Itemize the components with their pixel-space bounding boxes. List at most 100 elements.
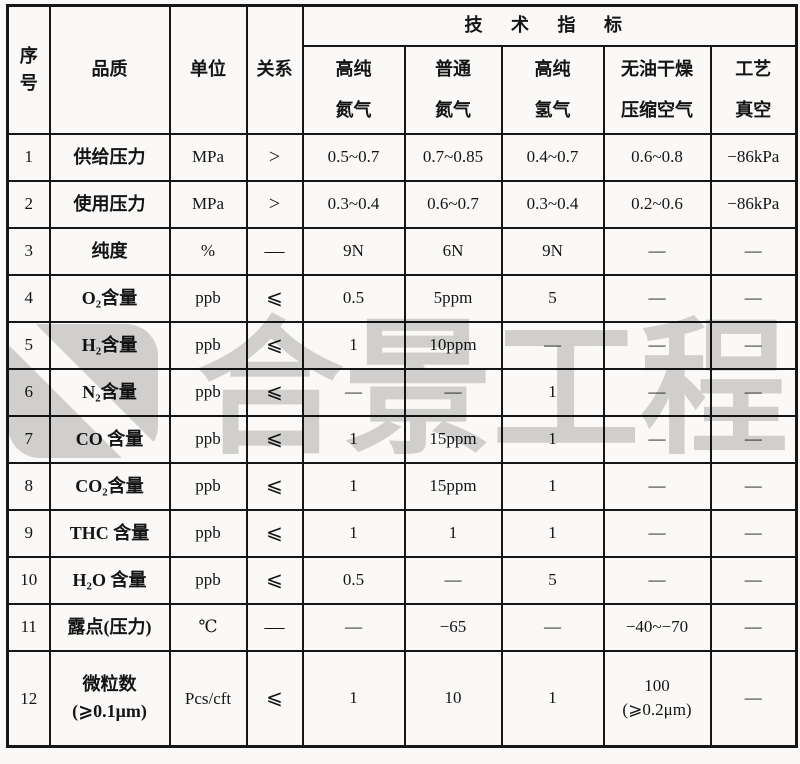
table-row: 5 H₂含量 ppb ⩽ 1 10ppm — — — — [6, 320, 798, 370]
cell-value: — — [709, 320, 798, 370]
table-row: 3 纯度% —9N 6N 9N — — — [6, 226, 798, 276]
cell-value: 9N — [500, 226, 605, 276]
cell-value: 15ppm — [403, 461, 503, 511]
cell-serial: 8 — [6, 461, 51, 511]
cell-value: — — [301, 602, 406, 652]
cell-serial: 5 — [6, 320, 51, 370]
cell-value: — — [709, 414, 798, 464]
cell-serial: 10 — [6, 555, 51, 605]
cell-serial: 2 — [6, 179, 51, 229]
cell-value: 0.6~0.7 — [403, 179, 503, 229]
cell-relation: ⩽ — [245, 555, 304, 605]
cell-value: 1 — [500, 649, 605, 748]
cell-value: 5ppm — [403, 273, 503, 323]
cell-relation: — — [245, 602, 304, 652]
cell-unit: MPa — [168, 179, 248, 229]
cell-value: −86kPa — [709, 132, 798, 182]
cell-value: 6N — [403, 226, 503, 276]
table-row: 12 微粒数 (⩾0.1μm) Pcs/cft ⩽ 1 10 1 100 (⩾0.2μm) — — [6, 649, 798, 748]
cell-relation: ⩽ — [245, 649, 304, 748]
cell-serial: 4 — [6, 273, 51, 323]
cell-unit: ppb — [168, 367, 248, 417]
cell-value: 1 — [301, 320, 406, 370]
table-row: 11 露点(压力) ℃ — — −65— −40~−70— — [6, 602, 798, 652]
cell-value: 0.3~0.4 — [301, 179, 406, 229]
cell-serial: 9 — [6, 508, 51, 558]
cell-unit: ppb — [168, 414, 248, 464]
cell-relation: > — [245, 132, 304, 182]
cell-value: 10ppm — [403, 320, 503, 370]
cell-relation: ⩽ — [245, 367, 304, 417]
cell-value: 100 (⩾0.2μm) — [602, 649, 712, 748]
cell-value: 0.5 — [301, 273, 406, 323]
cell-value: — — [602, 320, 712, 370]
col-header-serial: 序号 — [6, 4, 51, 135]
table-row: 8 CO₂含量 ppb ⩽ 1 15ppm 1— — — [6, 461, 798, 511]
cell-value: 0.5~0.7 — [301, 132, 406, 182]
cell-value: — — [709, 508, 798, 558]
cell-value: 0.7~0.85 — [403, 132, 503, 182]
cell-quality: THC 含量 — [48, 508, 171, 558]
table-row: 1 供给压力 MPa >0.5~0.7 0.7~0.85 0.4~0.7 0.6~0.8 −8… — [6, 132, 798, 182]
cell-relation: > — [245, 179, 304, 229]
cell-quality: H₂含量 — [48, 320, 171, 370]
cell-value: — — [709, 367, 798, 417]
cell-serial: 12 — [6, 649, 51, 748]
cell-value: −86kPa — [709, 179, 798, 229]
cell-unit: Pcs/cft — [168, 649, 248, 748]
cell-value: — — [709, 555, 798, 605]
gas-spec-table: 序号 品质 单位 关系 技 术 指 标 高纯 氮气 普通 氮气 高纯 氢气 无油干燥 … — [6, 4, 799, 748]
cell-serial: 6 — [6, 367, 51, 417]
table-row: 2 使用压力 MPa >0.3~0.4 0.6~0.7 0.3~0.4 0.2~0.6 −86… — [6, 179, 798, 229]
cell-value: 1 — [500, 414, 605, 464]
cell-value: — — [709, 273, 798, 323]
cell-quality: N₂含量 — [48, 367, 171, 417]
col-header-gas-3: 无油干燥 压缩空气 — [602, 44, 712, 135]
cell-relation: ⩽ — [245, 414, 304, 464]
cell-value: −65 — [403, 602, 503, 652]
cell-serial: 11 — [6, 602, 51, 652]
cell-serial: 7 — [6, 414, 51, 464]
cell-quality: 使用压力 — [48, 179, 171, 229]
cell-unit: ppb — [168, 555, 248, 605]
cell-quality: 纯度 — [48, 226, 171, 276]
cell-value: — — [602, 226, 712, 276]
cell-quality: CO 含量 — [48, 414, 171, 464]
col-header-unit: 单位 — [168, 4, 248, 135]
table-row: 7 CO 含量 ppb ⩽ 1 15ppm 1— — — [6, 414, 798, 464]
cell-value: — — [500, 320, 605, 370]
cell-unit: % — [168, 226, 248, 276]
cell-value: 0.5 — [301, 555, 406, 605]
cell-value: — — [602, 555, 712, 605]
cell-value: — — [602, 273, 712, 323]
cell-quality: H₂O 含量 — [48, 555, 171, 605]
col-header-gas-4: 工艺 真空 — [709, 44, 798, 135]
cell-value: 1 — [500, 367, 605, 417]
cell-value: 10 — [403, 649, 503, 748]
cell-relation: — — [245, 226, 304, 276]
cell-value: 1 — [500, 508, 605, 558]
cell-value: 9N — [301, 226, 406, 276]
cell-serial: 3 — [6, 226, 51, 276]
cell-value: — — [709, 649, 798, 748]
cell-value: 1 — [403, 508, 503, 558]
cell-relation: ⩽ — [245, 508, 304, 558]
cell-quality: O₂含量 — [48, 273, 171, 323]
col-header-relation: 关系 — [245, 4, 304, 135]
cell-value: — — [709, 226, 798, 276]
cell-value: 5 — [500, 273, 605, 323]
cell-value: 5 — [500, 555, 605, 605]
cell-value: 0.2~0.6 — [602, 179, 712, 229]
cell-value: 15ppm — [403, 414, 503, 464]
cell-quality: 微粒数 (⩾0.1μm) — [48, 649, 171, 748]
cell-value: — — [602, 508, 712, 558]
col-header-tech-indicators: 技 术 指 标 — [301, 4, 798, 47]
col-header-gas-0: 高纯 氮气 — [301, 44, 406, 135]
cell-quality: 露点(压力) — [48, 602, 171, 652]
table-row: 9 THC 含量 ppb ⩽ 1 1 1— — — [6, 508, 798, 558]
table-row: 4 O₂含量 ppb ⩽ 0.5 5ppm 5— — — [6, 273, 798, 323]
header-row-gases: 高纯 氮气 普通 氮气 高纯 氢气 无油干燥 压缩空气 工艺 真空 — [8, 44, 798, 135]
cell-relation: ⩽ — [245, 273, 304, 323]
cell-value: — — [500, 602, 605, 652]
